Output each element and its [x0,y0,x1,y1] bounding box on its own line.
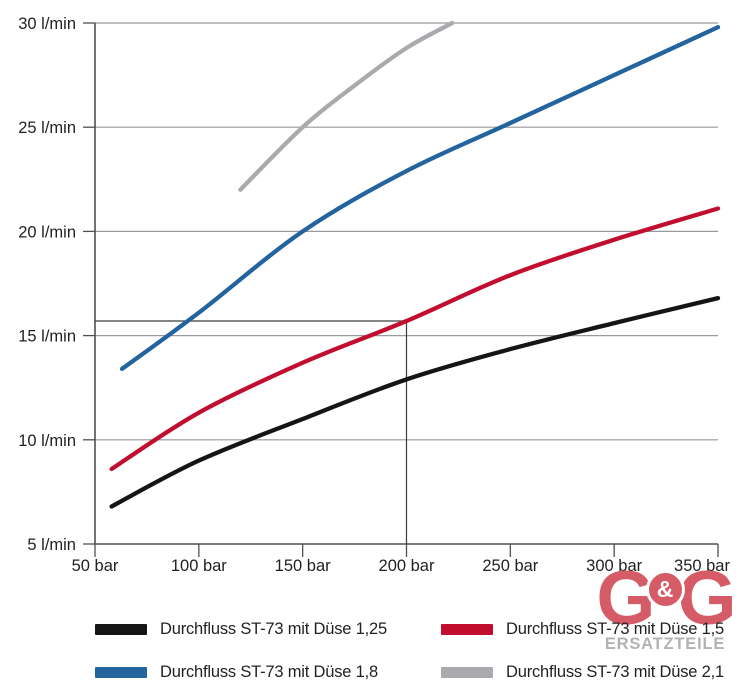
logo-ampersand: & [656,576,674,602]
logo-letter-g-left: G [596,556,655,641]
logo-subtitle: ERSATZTEILE [604,635,726,653]
logo-letter-g-right: G [677,556,737,641]
legend-label-duese-1-8: Durchfluss ST-73 mit Düse 1,8 [160,662,378,681]
legend-swatch-duese-1-25 [95,623,147,635]
x-axis-label-50-bar: 50 bar [72,557,119,575]
legend-item-duese-2-1: Durchfluss ST-73 mit Düse 2,1 [441,663,724,681]
legend-label-duese-1-25: Durchfluss ST-73 mit Düse 1,25 [160,619,387,638]
curve-duese-1-8 [119,25,721,372]
x-axis-label-100-bar: 100 bar [171,557,227,575]
x-axis-label-300-bar: 300 bar [586,557,642,575]
x-axis-label-150-bar: 150 bar [275,557,331,575]
x-axis-label-250-bar: 250 bar [482,557,538,575]
y-axis-label-10-lmin: 10 l/min [18,432,76,450]
x-axis-label-350-bar: 350 bar [674,557,730,575]
curve-duese-2-1 [238,20,455,192]
legend-item-duese-1-25: Durchfluss ST-73 mit Düse 1,25 [95,620,387,638]
y-axis-label-20-lmin: 20 l/min [18,223,76,241]
curve-duese-1-25 [109,295,721,509]
legend-swatch-duese-1-5 [441,623,493,635]
legend-swatch-duese-2-1 [441,666,493,678]
legend-label-duese-2-1: Durchfluss ST-73 mit Düse 2,1 [506,662,724,681]
flow-rate-chart: 30 l/min 25 l/min 20 l/min 15 l/min 10 l/min… [18,15,730,575]
axes [94,23,718,545]
curve-duese-1-5 [109,206,721,472]
legend-item-duese-1-8: Durchfluss ST-73 mit Düse 1,8 [95,663,378,681]
logo-ampersand-badge: & [645,570,685,609]
gg-ersatzteile-logo: G & G ERSATZTEILE [592,556,738,654]
y-axis-label-15-lmin: 15 l/min [18,328,76,346]
y-axis-label-5-lmin: 5 l/min [27,536,76,554]
x-axis-label-200-bar: 200 bar [379,557,435,575]
y-axis-label-30-lmin: 30 l/min [18,15,76,33]
legend-swatch-duese-1-8 [95,666,147,678]
y-axis-label-25-lmin: 25 l/min [18,119,76,137]
logo-letters: G & G [592,556,738,641]
